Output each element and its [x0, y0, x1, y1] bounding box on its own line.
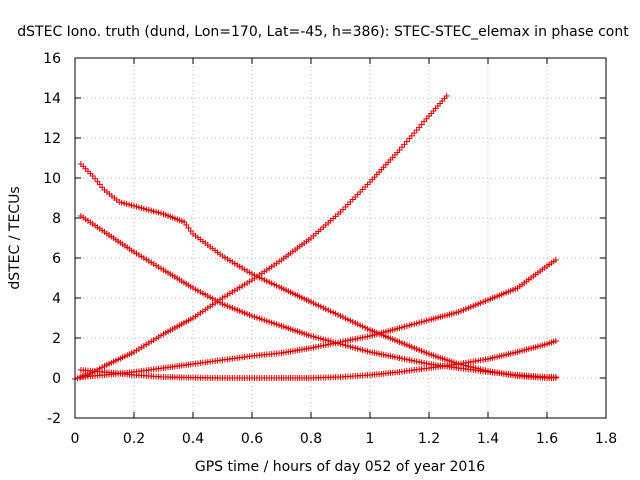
x-tick-label: 1.6: [536, 431, 558, 447]
axis-ticks: [74, 57, 607, 419]
x-tick-label: 0.6: [241, 431, 263, 447]
y-tick-label: 14: [43, 91, 61, 107]
data-point: [443, 93, 450, 99]
y-tick-label: 0: [52, 371, 61, 387]
y-tick-label: 4: [52, 291, 61, 307]
data-point: [552, 257, 559, 263]
series-4: [77, 257, 559, 380]
x-tick-label: 0: [71, 431, 80, 447]
x-tick-label: 1.8: [595, 431, 617, 447]
grid-lines: [75, 58, 606, 418]
y-tick-label: 6: [52, 251, 61, 267]
series-5: [77, 338, 559, 381]
x-axis-label: GPS time / hours of day 052 of year 2016: [195, 459, 485, 475]
data-point: [552, 374, 559, 380]
y-tick-label: 16: [43, 51, 61, 67]
y-axis-label: dSTEC / TECUs: [7, 186, 23, 289]
chart-title: dSTEC Iono. truth (dund, Lon=170, Lat=-4…: [17, 24, 629, 40]
data-point: [552, 338, 559, 344]
x-tick-label: 0.4: [182, 431, 204, 447]
x-tick-label: 0.8: [300, 431, 322, 447]
y-tick-label: 10: [43, 171, 61, 187]
y-tick-label: -2: [47, 411, 61, 427]
y-tick-label: 8: [52, 211, 61, 227]
tick-labels: 0 0.2 0.4 0.6 0.8 1 1.2 1.4 1.6 1.8 -2 0 2 4 6 8 10 12 14 1…: [43, 51, 617, 447]
x-tick-label: 0.2: [123, 431, 145, 447]
plot-frame: [74, 57, 607, 419]
y-tick-label: 12: [43, 131, 61, 147]
x-tick-label: 1.4: [477, 431, 499, 447]
x-tick-label: 1: [366, 431, 375, 447]
series-1: [72, 93, 450, 382]
data-points: [72, 93, 559, 382]
x-tick-label: 1.2: [418, 431, 440, 447]
series-3: [77, 213, 559, 380]
y-tick-label: 2: [52, 331, 61, 347]
